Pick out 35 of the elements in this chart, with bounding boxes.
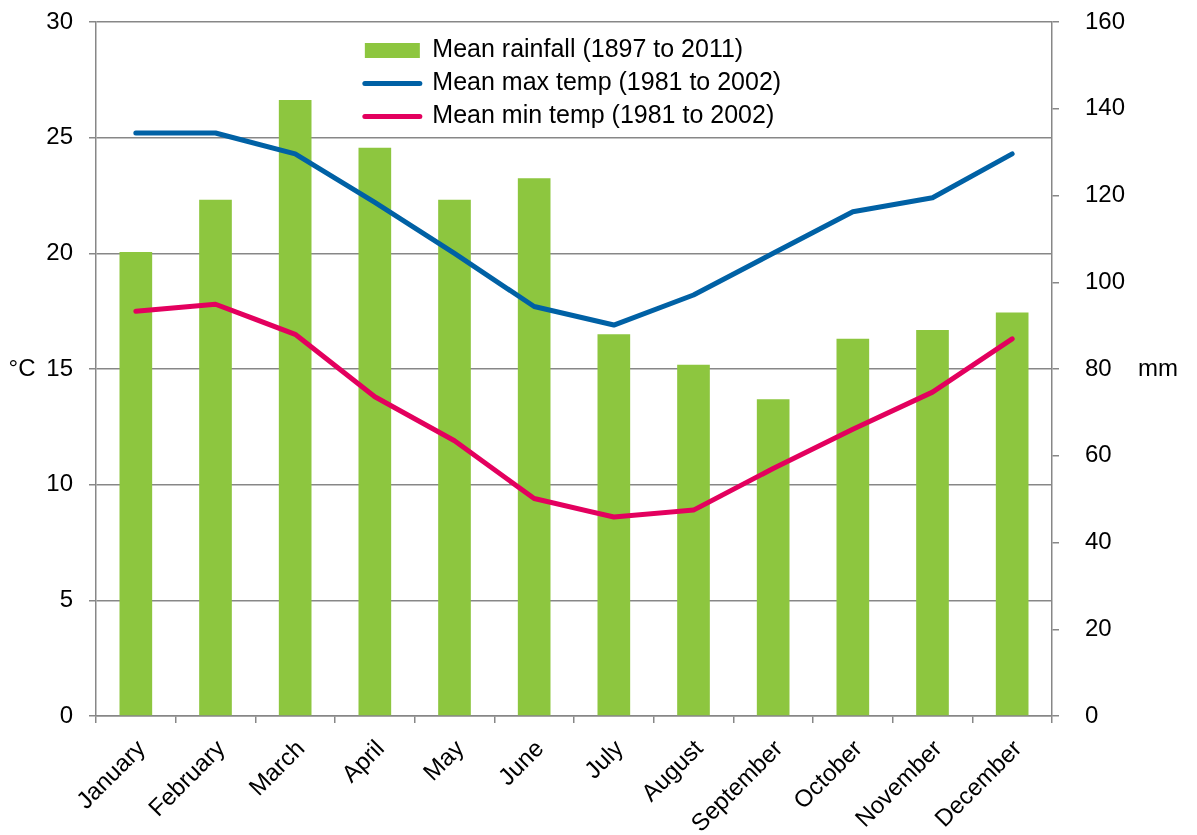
y-tick-label: 15 bbox=[46, 353, 73, 381]
y-tick-label: 20 bbox=[46, 237, 73, 265]
x-tick-label: July bbox=[578, 734, 629, 784]
y2-tick-label: 60 bbox=[1085, 440, 1112, 468]
y2-tick-label: 160 bbox=[1085, 6, 1126, 34]
y2-tick-label: 40 bbox=[1085, 527, 1112, 555]
y2-tick-label: 140 bbox=[1085, 93, 1126, 121]
legend-label: Mean rainfall (1897 to 2011) bbox=[432, 34, 744, 63]
bar bbox=[358, 147, 392, 716]
y2-tick-label: 80 bbox=[1085, 353, 1112, 381]
y-tick-label: 10 bbox=[46, 469, 73, 497]
y-tick-label: 5 bbox=[59, 584, 73, 612]
y-axis-title: °C bbox=[8, 353, 36, 381]
bar bbox=[677, 364, 710, 716]
bar bbox=[438, 199, 471, 716]
legend-label: Mean max temp (1981 to 2002) bbox=[432, 67, 782, 96]
bar bbox=[119, 251, 153, 716]
bar bbox=[278, 100, 312, 716]
bar bbox=[836, 338, 870, 716]
y-tick-label: 25 bbox=[46, 122, 73, 150]
y2-tick-label: 20 bbox=[1085, 613, 1112, 641]
bar bbox=[916, 329, 949, 716]
y-tick-label: 0 bbox=[59, 700, 73, 728]
bar bbox=[517, 178, 551, 716]
y2-tick-label: 120 bbox=[1085, 180, 1126, 208]
bar bbox=[199, 199, 232, 716]
bar bbox=[756, 399, 790, 716]
y2-tick-label: 0 bbox=[1085, 700, 1099, 728]
bar bbox=[995, 312, 1029, 716]
y2-axis-title: mm bbox=[1138, 353, 1178, 381]
x-tick-label: May bbox=[417, 734, 469, 786]
y2-tick-label: 100 bbox=[1085, 266, 1126, 294]
y-tick-label: 30 bbox=[46, 6, 73, 34]
bar bbox=[597, 334, 631, 716]
legend-label: Mean min temp (1981 to 2002) bbox=[432, 100, 775, 129]
